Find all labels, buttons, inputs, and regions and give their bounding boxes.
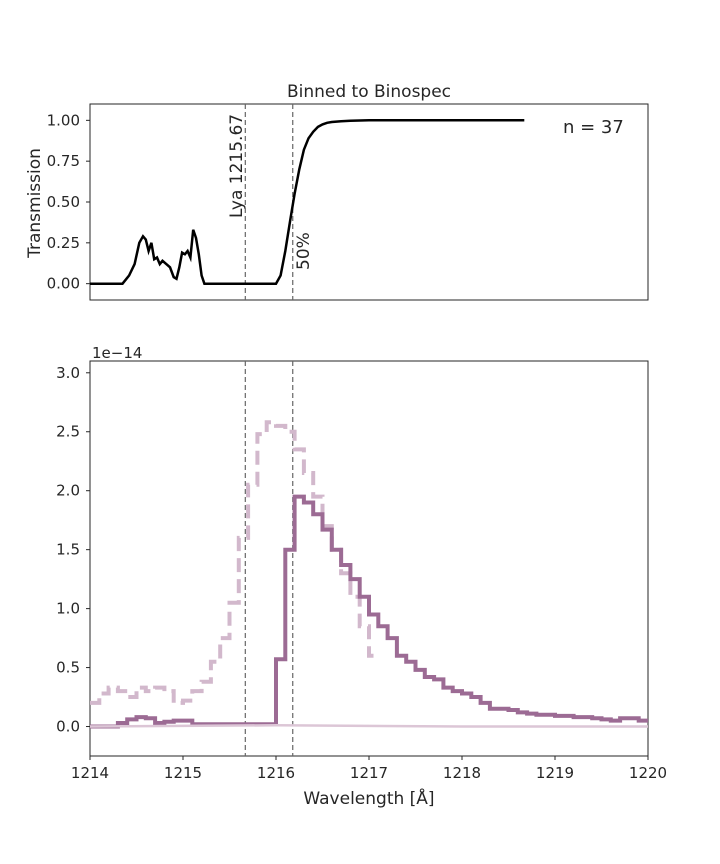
fifty-percent-label: 50% (294, 232, 314, 270)
bottom-x-tick-label: 1215 (164, 764, 202, 782)
bottom-y-tick-label: 3.0 (56, 364, 80, 382)
bottom-plot-area (89, 360, 649, 757)
bottom-y-ticks: 0.0 0.5 1.0 1.5 2.0 2.5 3.0 (56, 364, 90, 736)
top-y-tick-label: 0.50 (47, 193, 80, 211)
top-series-line-0 (90, 119, 525, 285)
top-y-tick-label: 0.25 (47, 234, 80, 252)
x-axis-label: Wavelength [Å] (303, 787, 434, 809)
top-panel: Binned to Binospec Transmission n = 37 L… (25, 82, 649, 301)
top-y-tick-label: 1.00 (47, 111, 80, 129)
bottom-x-tick-label: 1214 (71, 764, 109, 782)
bottom-x-tick-label: 1219 (536, 764, 574, 782)
top-y-ticks: 0.00 0.25 0.50 0.75 1.00 (47, 111, 90, 293)
bottom-series-line-2 (89, 724, 648, 728)
bottom-y-tick-label: 2.0 (56, 482, 80, 500)
top-y-tick-label: 0.75 (47, 152, 80, 170)
bottom-series-line-1 (90, 494, 648, 729)
bottom-y-tick-label: 1.0 (56, 600, 80, 618)
count-annotation: n = 37 (563, 117, 624, 138)
bottom-x-tick-label: 1216 (257, 764, 295, 782)
bottom-x-tick-label: 1220 (629, 764, 667, 782)
bottom-y-tick-label: 2.5 (56, 423, 80, 441)
bottom-series (89, 420, 648, 729)
top-panel-title: Binned to Binospec (287, 82, 451, 102)
bottom-series-line-0 (90, 420, 379, 705)
bottom-y-tick-label: 0.5 (56, 659, 80, 677)
bottom-x-ticks: 1214 1215 1216 1217 1218 1219 1220 (71, 756, 667, 782)
lya-line-label: Lya 1215.67 (227, 114, 247, 218)
bottom-panel: 1e−14 Wavelength [Å] 0.0 0.5 1.0 1.5 2.0 2.5 3… (56, 344, 667, 809)
top-plot-area (89, 103, 649, 301)
bottom-x-tick-label: 1218 (443, 764, 481, 782)
bottom-vlines (244, 361, 294, 756)
y-offset-text: 1e−14 (92, 344, 142, 362)
bottom-x-tick-label: 1217 (350, 764, 388, 782)
bottom-y-tick-label: 0.0 (56, 718, 80, 736)
top-series (90, 119, 525, 285)
top-y-axis-label: Transmission (25, 148, 45, 259)
top-y-tick-label: 0.00 (47, 275, 80, 293)
bottom-y-tick-label: 1.5 (56, 541, 80, 559)
